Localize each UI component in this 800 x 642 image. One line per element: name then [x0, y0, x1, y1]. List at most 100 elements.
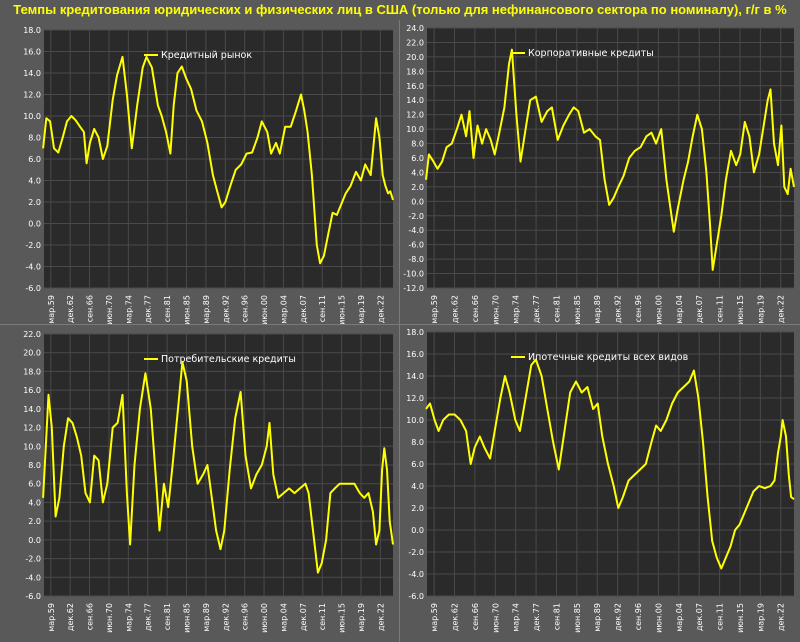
y-tick-label: 18.0: [406, 67, 424, 76]
x-tick-label: июн.85: [183, 603, 192, 633]
chart-mortgage-loans: -6.0 -4.0 -2.0 0.0 2.0 4.0 6.0 8.0 10.0 12.0 14.0 1…: [406, 328, 795, 633]
y-tick-label: 8.0: [28, 461, 41, 470]
x-tick-label: июн.85: [573, 603, 582, 633]
y-tick-label: 12.0: [23, 91, 41, 100]
x-tick-label: июн.15: [338, 295, 347, 324]
y-tick-label: 8.0: [411, 438, 424, 447]
horizontal-divider: [0, 324, 800, 325]
x-tick-label: дек.62: [451, 603, 460, 631]
x-tick-label: июн.70: [105, 603, 114, 633]
y-tick-label: 2.0: [28, 198, 41, 207]
y-tick-label: 22.0: [23, 330, 41, 339]
legend-label: Ипотечные кредиты всех видов: [528, 352, 689, 363]
x-tick-label: дек.62: [66, 603, 75, 631]
x-tick-label: сен.66: [86, 295, 95, 322]
x-tick-label: дек.92: [614, 603, 623, 631]
y-tick-label: 16.0: [406, 350, 424, 359]
y-tick-label: 10.0: [23, 112, 41, 121]
x-tick-label: дек.92: [221, 295, 230, 323]
y-tick-label: 6.0: [28, 480, 41, 489]
y-tick-label: 14.0: [23, 405, 41, 414]
y-tick-label: -2.0: [25, 241, 41, 250]
y-tick-label: 10.0: [23, 442, 41, 451]
y-tick-label: 12.0: [406, 394, 424, 403]
x-tick-label: мар.89: [202, 603, 211, 632]
y-tick-label: 0.0: [411, 197, 424, 206]
x-tick-label: дек.92: [614, 295, 623, 323]
chart-consumer-loans: -6.0 -4.0 -2.0 0.0 2.0 4.0 6.0 8.0 10.0 12.0 14.0 1…: [23, 330, 394, 633]
x-tick-label: июн.00: [654, 295, 663, 324]
x-tick-label: дек.07: [695, 295, 704, 323]
x-tick-label: дек.22: [777, 295, 786, 323]
chart-panel-consumer-loans: -6.0 -4.0 -2.0 0.0 2.0 4.0 6.0 8.0 10.0 12.0 14.0 1…: [0, 326, 398, 633]
series-line: [425, 358, 795, 570]
x-tick-label: дек.92: [221, 603, 230, 631]
y-tick-label: 14.0: [406, 372, 424, 381]
x-tick-label: дек.22: [777, 603, 786, 631]
y-tick-label: 0.0: [28, 536, 41, 545]
x-tick-label: мар.74: [512, 603, 521, 632]
y-tick-label: -8.0: [408, 255, 424, 264]
y-tick-label: 20.0: [406, 53, 424, 62]
x-tick-label: мар.89: [593, 603, 602, 632]
y-tick-label: 16.0: [23, 48, 41, 57]
x-tick-label: дек.07: [695, 603, 704, 631]
y-tick-label: 22.0: [406, 38, 424, 47]
chart-panel-credit-market: -6.0 -4.0 -2.0 0.0 2.0 4.0 6.0 8.0 10.0 12.0 14.0 1…: [0, 20, 398, 324]
x-tick-label: мар.04: [279, 603, 288, 632]
x-tick-label: сен.66: [471, 295, 480, 322]
x-tick-label: мар.19: [756, 295, 765, 324]
x-tick-label: дек.77: [532, 603, 541, 631]
x-tick-label: июн.85: [573, 295, 582, 324]
y-tick-label: -4.0: [408, 226, 424, 235]
y-tick-label: -2.0: [408, 212, 424, 221]
x-tick-label: сен.11: [318, 603, 327, 630]
x-tick-label: мар.19: [756, 603, 765, 632]
y-tick-label: 6.0: [411, 460, 424, 469]
y-tick-label: 8.0: [28, 134, 41, 143]
x-tick-label: мар.59: [47, 603, 56, 632]
x-tick-label: июн.70: [105, 295, 114, 324]
x-tick-label: мар.74: [124, 603, 133, 632]
x-tick-label: дек.07: [299, 603, 308, 631]
y-tick-label: 0.0: [411, 526, 424, 535]
main-title: Темпы кредитования юридических и физичес…: [13, 2, 787, 17]
y-tick-label: 18.0: [23, 26, 41, 35]
y-tick-label: 18.0: [406, 328, 424, 337]
chart-credit-market: -6.0 -4.0 -2.0 0.0 2.0 4.0 6.0 8.0 10.0 12.0 14.0 1…: [23, 26, 394, 324]
legend-label: Корпоративные кредиты: [528, 48, 654, 59]
x-tick-label: мар.74: [512, 295, 521, 324]
x-tick-label: мар.59: [430, 295, 439, 324]
y-tick-label: 12.0: [23, 424, 41, 433]
y-tick-label: 12.0: [406, 111, 424, 120]
y-tick-label: -4.0: [25, 573, 41, 582]
x-tick-label: дек.62: [451, 295, 460, 323]
x-tick-label: сен.66: [471, 603, 480, 630]
y-tick-label: 16.0: [23, 386, 41, 395]
y-tick-label: 2.0: [411, 504, 424, 513]
x-tick-label: сен.11: [716, 603, 725, 630]
series-line: [42, 361, 394, 574]
y-tick-label: 6.0: [28, 155, 41, 164]
x-tick-label: июн.00: [260, 295, 269, 324]
x-tick-label: дек.07: [299, 295, 308, 323]
x-tick-label: дек.62: [66, 295, 75, 323]
x-tick-label: мар.74: [124, 295, 133, 324]
y-tick-label: 2.0: [28, 517, 41, 526]
y-tick-label: -2.0: [25, 555, 41, 564]
x-tick-label: июн.00: [654, 603, 663, 633]
x-tick-label: мар.89: [593, 295, 602, 324]
y-tick-label: 4.0: [411, 482, 424, 491]
x-tick-label: сен.96: [241, 295, 250, 322]
y-tick-label: 14.0: [406, 96, 424, 105]
series-line: [42, 55, 394, 265]
y-tick-label: 24.0: [406, 24, 424, 33]
y-tick-label: -4.0: [25, 263, 41, 272]
y-tick-label: 20.0: [23, 349, 41, 358]
y-tick-label: 2.0: [411, 183, 424, 192]
y-tick-label: 14.0: [23, 69, 41, 78]
y-tick-label: 0.0: [28, 220, 41, 229]
x-tick-label: мар.89: [202, 295, 211, 324]
y-tick-label: 10.0: [406, 125, 424, 134]
x-tick-label: мар.04: [675, 603, 684, 632]
